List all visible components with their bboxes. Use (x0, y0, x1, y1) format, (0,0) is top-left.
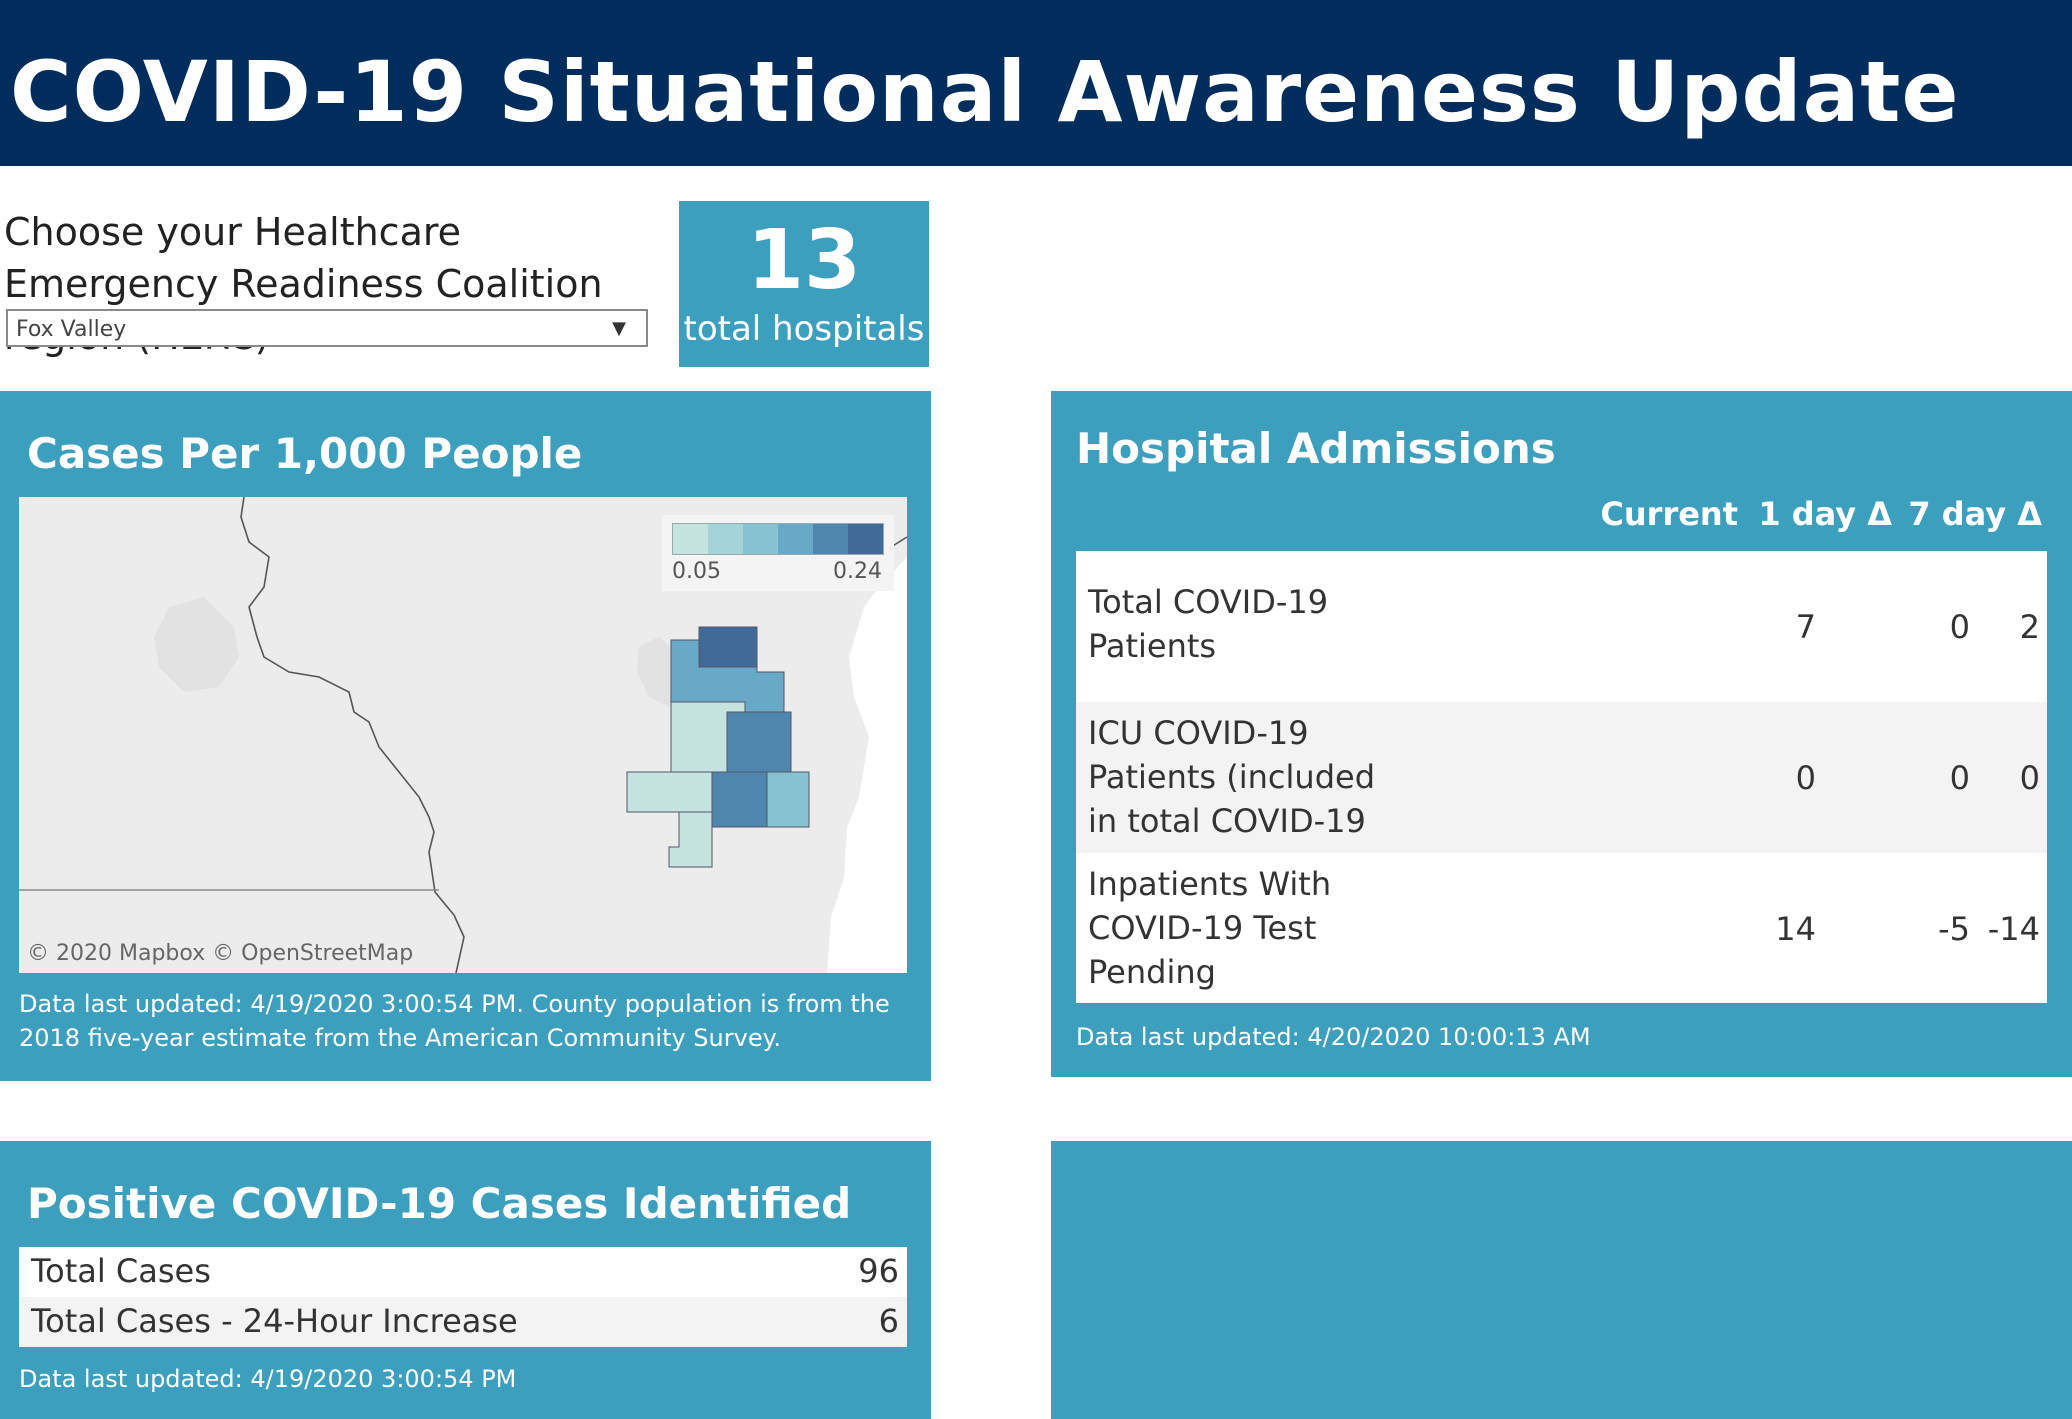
county-shape[interactable] (698, 626, 758, 668)
county-shape[interactable] (766, 771, 810, 828)
value-current: 7 (1795, 608, 1816, 646)
positive-cases-title: Positive COVID-19 Cases Identified (27, 1179, 852, 1228)
row-label: Total Cases - 24-Hour Increase (31, 1302, 518, 1340)
legend-swatch (813, 524, 848, 554)
column-header-7day: 7 day Δ (1908, 495, 2042, 533)
row-label: Inpatients With COVID-19 Test Pending (1088, 865, 1332, 991)
state-border (240, 497, 465, 973)
chevron-down-icon[interactable]: ▼ (612, 318, 626, 339)
row-label: Total COVID-19 Patients (1088, 583, 1329, 665)
legend-color-scale (672, 523, 884, 555)
map-attribution[interactable]: © 2020 Mapbox © OpenStreetMap (27, 941, 414, 966)
positive-cases-table: Total Cases 96 Total Cases - 24-Hour Inc… (19, 1247, 907, 1347)
park-shape (154, 597, 239, 692)
row-value: 96 (858, 1252, 899, 1290)
row-value: 6 (878, 1302, 899, 1340)
admissions-title: Hospital Admissions (1076, 424, 1556, 473)
column-header-current: Current (1600, 495, 1738, 533)
legend-min: 0.05 (672, 559, 721, 584)
value-1day: 0 (1949, 608, 1970, 646)
total-hospitals-card: 13 total hospitals (679, 201, 929, 367)
dashboard-header: COVID-19 Situational Awareness Update (0, 0, 2072, 166)
admissions-table: Total COVID-19 Patients 7 0 2 ICU COVID-… (1076, 551, 2047, 1003)
value-1day: -5 (1938, 910, 1970, 948)
legend-swatch (778, 524, 813, 554)
table-row[interactable]: Inpatients With COVID-19 Test Pending 14… (1076, 853, 2047, 1003)
cases-map-title: Cases Per 1,000 People (27, 429, 583, 478)
legend-swatch (673, 524, 708, 554)
value-1day: 0 (1949, 759, 1970, 797)
county-shape[interactable] (668, 811, 713, 868)
column-header-1day: 1 day Δ (1758, 495, 1892, 533)
page-title: COVID-19 Situational Awareness Update (10, 43, 1960, 141)
value-current: 0 (1795, 759, 1816, 797)
cases-map-footnote: Data last updated: 4/19/2020 3:00:54 PM.… (19, 990, 890, 1052)
table-row[interactable]: Total Cases - 24-Hour Increase 6 (19, 1297, 907, 1347)
region-dropdown[interactable]: Fox Valley ▼ (6, 309, 648, 347)
county-shape[interactable] (726, 711, 792, 773)
positive-cases-footnote: Data last updated: 4/19/2020 3:00:54 PM (19, 1365, 517, 1393)
value-current: 14 (1775, 910, 1816, 948)
map-legend: 0.05 0.24 (662, 515, 894, 591)
legend-swatch (708, 524, 743, 554)
value-7day: 0 (2019, 759, 2040, 797)
admissions-footnote: Data last updated: 4/20/2020 10:00:13 AM (1076, 1023, 1591, 1051)
lake-water (827, 557, 907, 973)
legend-swatch (848, 524, 883, 554)
row-label: ICU COVID-19 Patients (included in total… (1088, 714, 1375, 884)
total-hospitals-label: total hospitals (683, 309, 925, 349)
value-7day: 2 (2019, 608, 2040, 646)
legend-swatch (743, 524, 778, 554)
empty-panel (1051, 1141, 2072, 1419)
region-dropdown-value: Fox Valley (16, 317, 127, 342)
county-shape[interactable] (626, 771, 720, 813)
row-label: Total Cases (31, 1252, 211, 1290)
table-row[interactable]: Total COVID-19 Patients 7 0 2 (1076, 551, 2047, 702)
table-row[interactable]: ICU COVID-19 Patients (included in total… (1076, 702, 2047, 884)
map-canvas (19, 497, 907, 973)
value-7day: -14 (1987, 910, 2040, 948)
table-row[interactable]: Total Cases 96 (19, 1247, 907, 1297)
county-shape[interactable] (711, 771, 768, 828)
total-hospitals-count: 13 (746, 213, 862, 308)
county-map[interactable]: 0.05 0.24 © 2020 Mapbox © OpenStreetMap (19, 497, 907, 973)
legend-max: 0.24 (833, 559, 882, 584)
